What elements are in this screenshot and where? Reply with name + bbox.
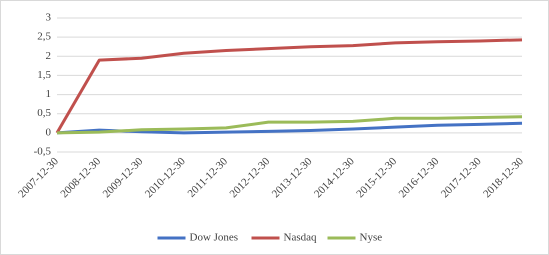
y-tick-label: -0,5 [34, 146, 52, 158]
series-line [56, 115, 523, 135]
legend-label: Nasdaq [284, 232, 317, 244]
legend-label: Dow Jones [190, 232, 239, 244]
y-tick-label: 1 [46, 88, 52, 100]
y-tick-label: 3 [46, 12, 52, 24]
series-line [55, 38, 523, 134]
y-tick-label: 0 [46, 126, 52, 138]
y-tick-label: 2,5 [37, 31, 51, 43]
y-tick-label: 1,5 [37, 69, 51, 81]
legend-label: Nyse [360, 232, 383, 244]
y-tick-label: 0,5 [37, 107, 51, 119]
y-tick-label: 2 [46, 50, 52, 62]
